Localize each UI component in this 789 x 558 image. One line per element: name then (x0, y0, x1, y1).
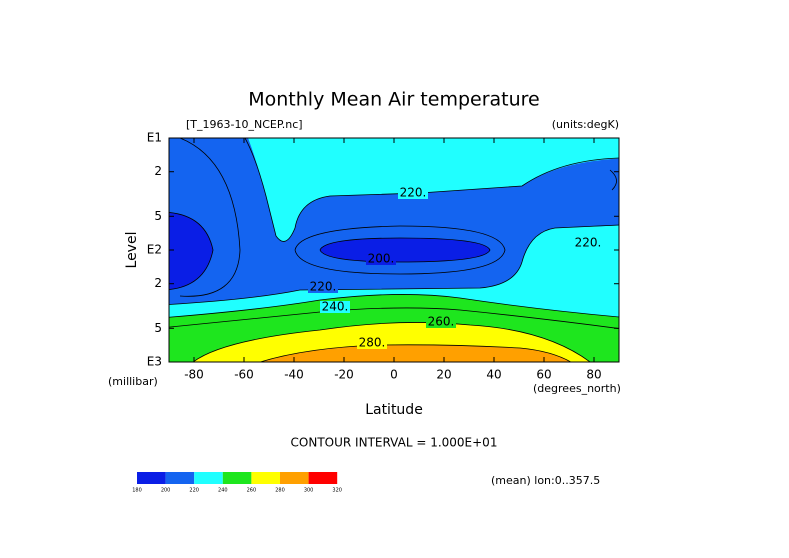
contour-label-bg (426, 316, 456, 328)
colorbar-label: 200 (161, 488, 171, 494)
units-label: (units:degK) (552, 118, 619, 131)
x-axis-label: Latitude (365, 402, 423, 418)
colorbar-box (165, 472, 195, 484)
contour-label: 240. (322, 300, 349, 314)
contour-fill (260, 344, 571, 362)
annotation: (mean) lon:0..357.5 (491, 474, 600, 487)
x-tick-label: -80 (184, 368, 204, 382)
contour-label-bg (398, 187, 428, 199)
contour-line (244, 138, 619, 242)
contour-line (609, 169, 617, 191)
colorbar-box (251, 472, 280, 484)
contour-line (294, 225, 506, 275)
contour-label: 280. (359, 336, 386, 350)
y-tick-label: 2 (154, 164, 162, 178)
contour-label: 260. (428, 315, 455, 329)
y-axis-label: Level (124, 232, 140, 269)
contour-line (319, 237, 491, 263)
contour-line (179, 138, 241, 297)
contour-fill (248, 138, 619, 242)
colorbar-box (280, 472, 309, 484)
colorbar-label: 240 (218, 488, 228, 494)
contour-line (169, 212, 214, 290)
contour-line (192, 322, 591, 362)
x-tick-label: 80 (586, 368, 601, 382)
y-unit: (millibar) (108, 375, 158, 388)
contour-line (169, 294, 619, 318)
contour-label: 200. (368, 252, 395, 266)
y-tick-label: E1 (147, 131, 162, 145)
contour-label-bg (573, 237, 603, 249)
colorbar-label: 180 (132, 488, 142, 494)
y-tick-label: E3 (147, 355, 162, 369)
contour-line (258, 344, 572, 362)
x-tick-label: 20 (436, 368, 451, 382)
contour-label: 220. (310, 280, 337, 294)
y-tick-label: 2 (154, 276, 162, 290)
contour-fill (320, 238, 490, 262)
contour-fill (169, 212, 213, 290)
contour-interval: CONTOUR INTERVAL = 1.000E+01 (291, 436, 498, 450)
x-tick-label: 0 (390, 368, 398, 382)
contour-label: 220. (400, 186, 427, 200)
colorbar-label: 260 (247, 488, 257, 494)
x-tick-label: -60 (234, 368, 254, 382)
contour-line (169, 224, 619, 305)
file-label: [T_1963-10_NCEP.nc] (186, 118, 303, 131)
y-tick-label: E2 (147, 243, 162, 257)
contour-label-bg (320, 301, 350, 313)
colorbar-label: 280 (275, 488, 285, 494)
x-tick-label: -20 (334, 368, 354, 382)
y-tick-label: 5 (154, 321, 162, 335)
x-tick-label: 60 (536, 368, 551, 382)
contour-fills (169, 138, 619, 362)
contour-label-bg (308, 281, 338, 293)
contour-label-bg (366, 253, 396, 265)
y-tick-label: 5 (154, 209, 162, 223)
colorbar-label: 320 (332, 488, 342, 494)
x-tick-label: 40 (486, 368, 501, 382)
contour-label: 220. (575, 236, 602, 250)
contour-line (169, 307, 619, 329)
colorbar-box (194, 472, 223, 484)
colorbar-label: 300 (304, 488, 314, 494)
x-unit: (degrees_north) (533, 382, 621, 395)
colorbar-box (222, 472, 252, 484)
x-tick-label: -40 (284, 368, 304, 382)
colorbar-box (137, 472, 166, 484)
colorbar-box (308, 472, 338, 484)
contour-label-bg (357, 337, 387, 349)
chart-title: Monthly Mean Air temperature (248, 89, 539, 111)
colorbar-label: 220 (189, 488, 199, 494)
